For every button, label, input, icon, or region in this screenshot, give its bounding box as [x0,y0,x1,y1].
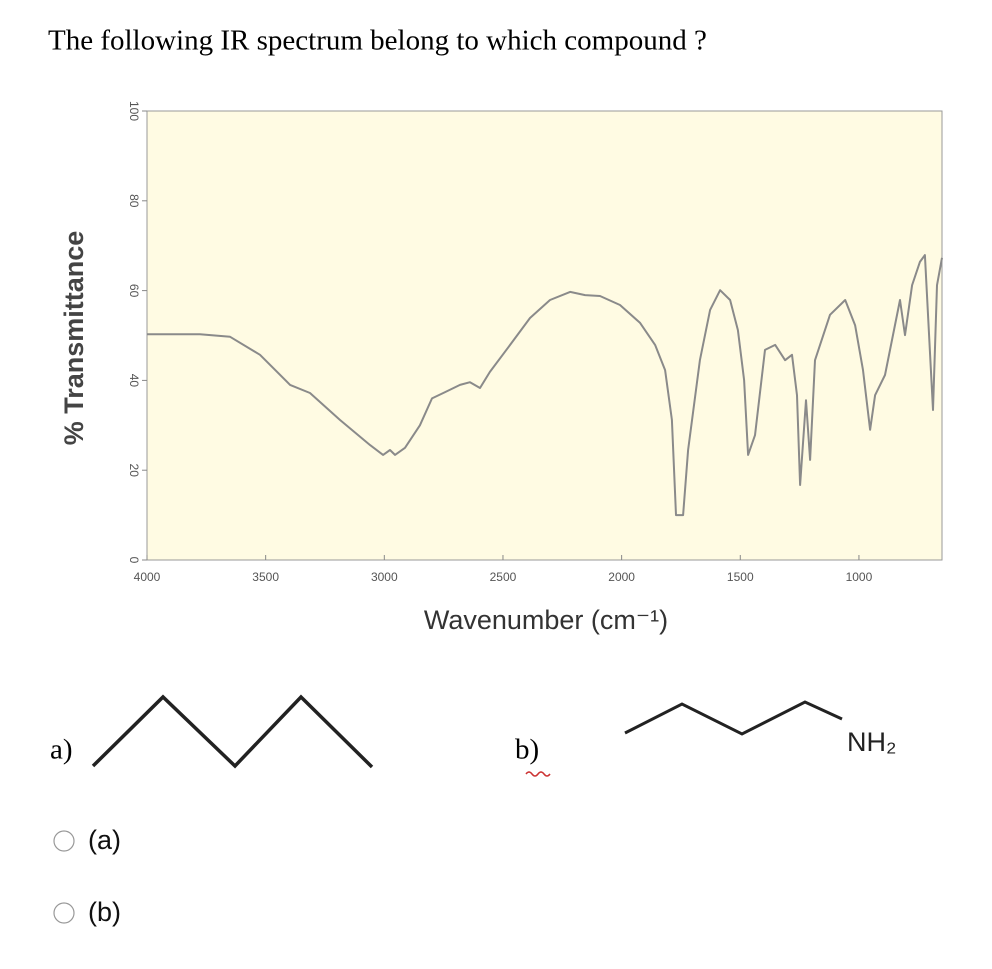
pentane-structure [91,694,374,769]
option-label[interactable]: (b) [88,897,121,927]
spell-underline [525,771,551,777]
x-tick-label: 2000 [608,570,635,584]
structure-label: b) [515,734,539,766]
radio-button[interactable] [53,902,75,924]
y-tick-label: 20 [127,464,141,478]
x-tick-label: 4000 [134,570,161,584]
y-tick-label: 80 [127,194,141,208]
question: The following IR spectrum belong to whic… [48,25,707,57]
radio-button[interactable] [53,830,75,852]
ir-chart: 0 20 40 60 80 100 4000 3500 3000 2500 2000 1500 1000… [59,101,943,635]
x-tick-label: 1500 [727,570,754,584]
spectrum-line [147,254,943,517]
plot-area [146,110,943,561]
x-tick-label: 1000 [846,570,873,584]
y-axis-label: % Transmittance [59,231,89,446]
amine-group: NH₂ [847,727,896,757]
propylamine-structure [624,700,843,736]
option-label[interactable]: (a) [88,825,121,855]
y-tick-label: 0 [127,557,141,564]
x-tick-label: 3000 [371,570,398,584]
structure-label: a) [50,734,73,766]
x-tick-label: 3500 [252,570,279,584]
x-axis-label: Wavenumber (cm⁻¹) [424,605,668,635]
x-tick-label: 2500 [490,570,517,584]
y-tick-label: 40 [127,374,141,388]
y-tick-label: 60 [127,284,141,298]
y-tick-label: 100 [127,101,141,121]
